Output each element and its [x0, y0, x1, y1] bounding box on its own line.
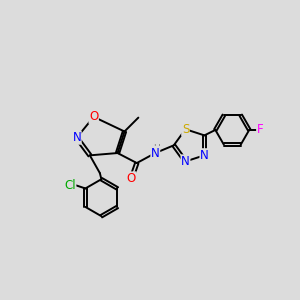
Text: F: F — [257, 123, 263, 136]
Text: H: H — [153, 144, 159, 153]
Text: Cl: Cl — [64, 179, 76, 192]
Text: N: N — [181, 155, 190, 168]
Text: N: N — [72, 131, 81, 144]
Text: O: O — [127, 172, 136, 185]
Text: O: O — [89, 110, 98, 123]
Text: N: N — [200, 149, 209, 162]
Text: S: S — [182, 123, 189, 136]
Text: N: N — [151, 146, 160, 160]
